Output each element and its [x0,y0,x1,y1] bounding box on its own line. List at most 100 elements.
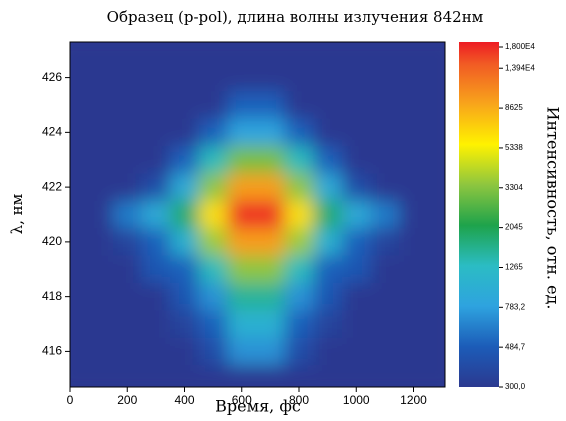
heat-cell [284,200,314,229]
heat-cell [198,365,228,387]
x-tick-label: 200 [117,393,137,407]
heat-cell [370,228,400,257]
heat-cell [170,282,200,311]
colorbar-label: Интенсивность, отн. ед. [544,107,563,310]
heat-cell [84,310,114,339]
heat-cell [427,228,445,257]
heat-cell [141,63,171,92]
heat-cell [227,63,257,92]
heat-cell [256,63,286,92]
heat-cell [284,173,314,202]
heat-cell [227,337,257,366]
heat-cell [370,255,400,284]
heat-cell [70,118,85,147]
heat-cell [399,282,429,311]
heat-cell [112,337,143,366]
colorbar-tick-label: 3304 [505,183,523,192]
heat-cell [141,310,171,339]
heat-cell [170,337,200,366]
x-tick-label: 400 [174,393,194,407]
heat-cell [198,255,228,284]
heat-cell [70,337,85,366]
heat-cell [70,91,85,120]
heat-cell [198,310,228,339]
heat-cell [70,146,85,174]
heat-cell [170,310,200,339]
heat-cell [84,255,114,284]
heat-cell [256,91,286,120]
heat-cell [256,365,286,387]
heat-cell [256,173,286,202]
x-tick-label: 1200 [400,393,427,407]
heat-cell [284,91,314,120]
heat-cell [427,365,445,387]
heat-cell [198,146,228,174]
heat-cell [370,282,400,311]
heat-cell [399,118,429,147]
heat-cell [227,118,257,147]
heat-cell [112,228,143,257]
heat-cell [170,228,200,257]
heat-cell [198,63,228,92]
heat-cell [313,200,343,229]
heat-cell [399,337,429,366]
heat-cell [141,337,171,366]
heat-cell [284,42,314,65]
heat-cell [256,255,286,284]
y-tick-label: 418 [42,289,62,303]
heat-cell [84,146,114,174]
heat-cell [84,337,114,366]
plot-frame [69,41,446,388]
heat-cell [341,42,372,65]
heat-cell [70,173,85,202]
heat-cell [198,200,228,229]
heat-cell [141,91,171,120]
heat-cell [141,200,171,229]
colorbar-tick-label: 783,2 [505,302,526,311]
colorbar-tick-label: 1265 [505,263,523,272]
heat-cell [399,91,429,120]
heat-cell [227,200,257,229]
heat-cell [284,63,314,92]
heat-cell [399,310,429,339]
heat-cell [70,255,85,284]
x-tick-label: 800 [289,393,309,407]
heat-cell [227,365,257,387]
heat-cell [313,310,343,339]
heat-cell [198,173,228,202]
heat-cell [341,118,372,147]
x-tick-label: 1000 [343,393,370,407]
heat-cell [313,228,343,257]
heat-cell [313,173,343,202]
heat-cell [427,63,445,92]
heat-cell [284,310,314,339]
heat-cell [370,365,400,387]
heat-cell [170,200,200,229]
heat-cell [198,118,228,147]
heat-cell [370,173,400,202]
heat-cell [370,91,400,120]
heat-cell [112,365,143,387]
heat-cell [341,337,372,366]
heat-cell [84,91,114,120]
heat-cell [84,118,114,147]
heat-cell [399,200,429,229]
heat-cell [399,255,429,284]
heat-cell [70,365,85,387]
heat-cell [341,146,372,174]
heat-cell [427,91,445,120]
heat-cell [84,42,114,65]
heat-cell [227,282,257,311]
heat-cell [141,228,171,257]
plot-area [70,42,445,387]
heat-cell [141,118,171,147]
heatmap [70,42,445,387]
heat-cell [170,173,200,202]
colorbar-tick-label: 300,0 [505,382,526,391]
heat-cell [284,146,314,174]
heat-cell [284,282,314,311]
heat-cell [284,365,314,387]
heat-cell [256,118,286,147]
heat-cell [70,200,85,229]
heat-cell [341,282,372,311]
